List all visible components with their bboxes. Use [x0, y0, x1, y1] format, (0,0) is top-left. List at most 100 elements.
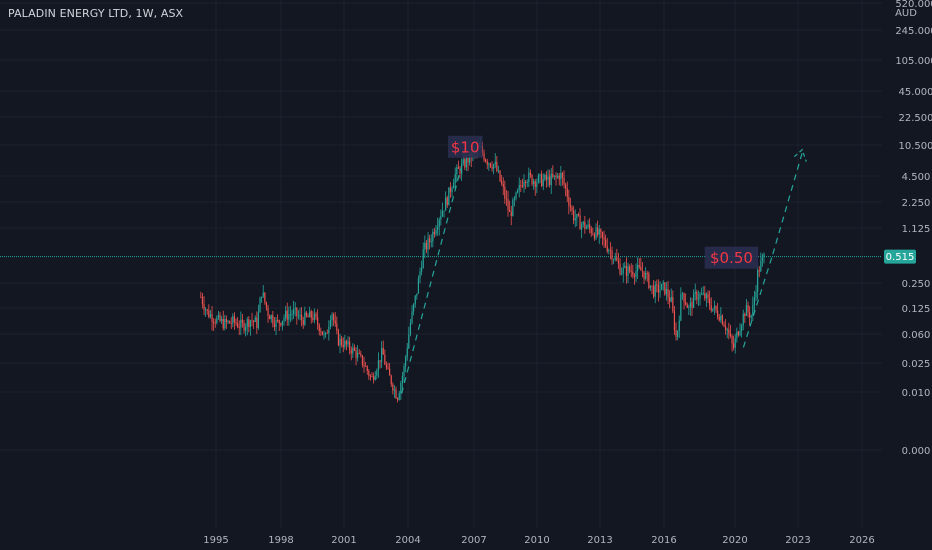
candle-body — [605, 239, 607, 246]
candle-body — [673, 311, 676, 331]
candle-body — [233, 316, 236, 323]
candle-body — [496, 161, 498, 171]
candle-body — [581, 224, 583, 230]
candle-body — [459, 168, 461, 174]
candle-body — [705, 294, 708, 299]
candle-body — [723, 324, 725, 327]
candle-body — [374, 375, 376, 380]
candle-body — [382, 348, 384, 355]
candle-body — [630, 271, 632, 273]
candle-body — [712, 308, 714, 311]
candle-body — [377, 360, 380, 371]
candle-body — [645, 272, 647, 279]
candle-body — [763, 253, 765, 257]
price-tag-text: 0.515 — [886, 252, 915, 263]
candle-body — [654, 284, 656, 297]
y-axis[interactable]: 520.000 245.000 105.000 45.000 22.500 10.500 4… — [895, 0, 932, 457]
trend-arrow — [793, 148, 807, 162]
candle-body — [417, 278, 420, 294]
candle-body — [409, 322, 412, 335]
candle-body — [533, 181, 535, 185]
candle-body — [457, 167, 460, 169]
candle-body — [326, 332, 328, 334]
candle-body — [251, 320, 253, 322]
candle-body — [289, 314, 292, 316]
candle-body — [638, 265, 640, 267]
candle-body — [600, 229, 602, 232]
candle-body — [547, 176, 549, 181]
candle-body — [453, 183, 455, 189]
candle-body — [678, 320, 680, 331]
candle-body — [643, 271, 645, 279]
candle-body — [688, 307, 690, 308]
x-tick-label: 2026 — [849, 535, 874, 546]
x-tick-label: 2010 — [524, 535, 549, 546]
candle-body — [238, 327, 240, 328]
candle-body — [425, 242, 428, 250]
candle-body — [265, 302, 268, 308]
x-tick-label: 2004 — [395, 535, 420, 546]
candle-body — [445, 197, 447, 211]
candle-body — [443, 210, 445, 212]
candle-body — [285, 310, 287, 318]
candle-body — [534, 181, 536, 187]
candle-body — [336, 323, 338, 331]
candle-body — [749, 312, 751, 318]
price-tag-bg — [884, 249, 916, 264]
candle-body — [576, 214, 578, 219]
candle-body — [358, 352, 360, 354]
candle-body — [664, 282, 666, 295]
candle-body — [587, 224, 589, 228]
candle-body — [571, 207, 573, 211]
candle-body — [721, 315, 724, 325]
candle-body — [653, 286, 655, 297]
candle-body — [302, 320, 304, 325]
candle-body — [246, 319, 248, 327]
candle-body — [229, 321, 231, 324]
candle-body — [294, 307, 296, 309]
candle-body — [489, 163, 492, 167]
candle-body — [744, 314, 746, 316]
candle-body — [355, 350, 357, 358]
candle-body — [590, 228, 592, 234]
candle-body — [488, 163, 490, 165]
candle-body — [310, 311, 312, 318]
trend-line[interactable] — [742, 253, 774, 348]
x-axis[interactable]: 1995 1998 2001 2004 2007 2010 2013 2016 2020 2023… — [203, 535, 874, 546]
candle-body — [608, 250, 610, 252]
candle-body — [672, 297, 674, 312]
candle-body — [421, 267, 423, 272]
candle-body — [205, 309, 207, 311]
candle-body — [566, 188, 568, 198]
candle-body — [398, 393, 400, 400]
candle-body — [523, 181, 525, 187]
candle-body — [227, 321, 229, 323]
candle-body — [273, 323, 276, 327]
candle-body — [565, 184, 567, 189]
y-tick-label: 0.125 — [902, 304, 931, 315]
candle-body — [681, 293, 684, 295]
candle-body — [742, 314, 744, 326]
candle-body — [675, 330, 677, 337]
trend-line[interactable] — [772, 152, 803, 255]
candle-body — [555, 175, 557, 178]
candle-body — [552, 173, 554, 177]
candle-body — [549, 176, 551, 185]
candle-body — [349, 341, 351, 350]
annotation-box[interactable] — [704, 246, 759, 269]
candle-body — [544, 174, 546, 180]
annotation-box[interactable] — [447, 135, 483, 158]
candle-body — [432, 231, 434, 242]
candle-body — [757, 270, 759, 292]
candle-body — [494, 161, 496, 165]
x-tick-label: 2016 — [651, 535, 676, 546]
trend-line[interactable] — [401, 168, 462, 394]
candle-body — [320, 331, 322, 332]
candle-body — [376, 370, 378, 376]
candle-body — [657, 284, 660, 293]
candle-body — [219, 314, 221, 321]
candle-body — [686, 304, 688, 308]
candle-body — [726, 329, 728, 331]
candle-body — [352, 347, 354, 354]
